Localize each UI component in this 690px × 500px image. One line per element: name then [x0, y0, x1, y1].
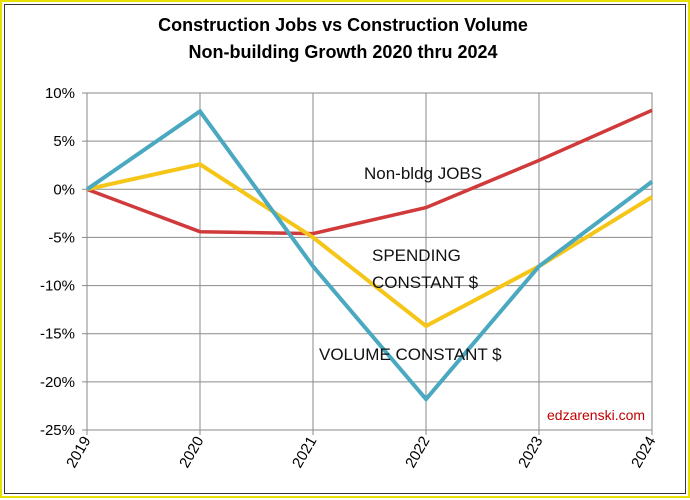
annotation-spending-line-1: SPENDING [372, 246, 461, 265]
annotation-jobs: Non-bldg JOBS [364, 164, 482, 183]
x-tick-label: 2021 [289, 434, 320, 471]
chart-title-line-2: Non-building Growth 2020 thru 2024 [188, 42, 497, 62]
series-line-spending-constant [86, 162, 654, 329]
y-tick-label: -10% [40, 278, 75, 295]
y-tick-label: 0% [53, 181, 75, 198]
y-tick-label: 5% [53, 133, 75, 150]
series-layer [85, 108, 654, 403]
annotation-volume: VOLUME CONSTANT $ [319, 345, 502, 364]
chart-title-line-1: Construction Jobs vs Construction Volume [158, 15, 528, 35]
plot-border [86, 92, 653, 431]
series-line-volume-constant [85, 108, 654, 403]
x-tick-label: 2020 [176, 434, 207, 471]
x-tick-label: 2024 [628, 434, 659, 471]
y-tick-label: -25% [40, 422, 75, 439]
y-tick-label: -20% [40, 374, 75, 391]
annotation-spending-line-2: CONSTANT $ [372, 273, 479, 292]
x-tick-label: 2022 [402, 434, 433, 471]
series-line-non-bldg-jobs [86, 108, 653, 236]
y-tick-label: -5% [48, 229, 75, 246]
y-tick-label: 10% [45, 85, 75, 102]
x-tick-label: 2019 [63, 434, 94, 471]
y-tick-label: -15% [40, 326, 75, 343]
x-tick-label: 2023 [515, 434, 546, 471]
credit-label: edzarenski.com [547, 407, 645, 423]
chart-area-border [4, 4, 686, 494]
grid-layer [86, 92, 653, 431]
